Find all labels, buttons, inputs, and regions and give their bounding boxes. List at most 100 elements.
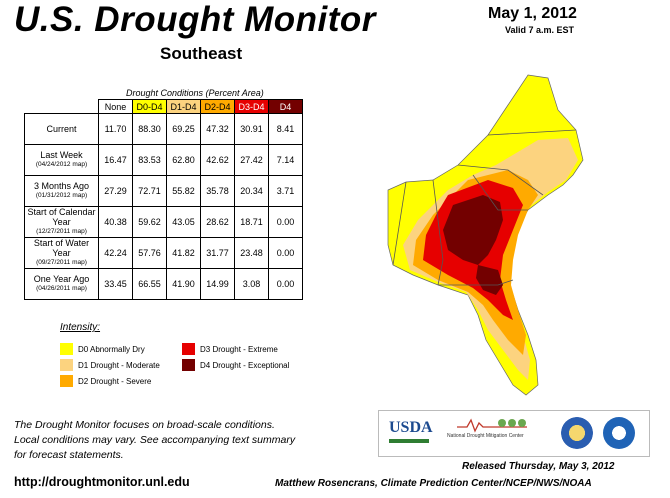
row-label-text: Last Week <box>40 150 83 160</box>
table-cell: 83.53 <box>132 144 167 176</box>
table-cell: 31.77 <box>200 237 235 269</box>
row-label: Start of Water Year (09/27/2011 map) <box>24 237 99 269</box>
row-label: 3 Months Ago (01/31/2012 map) <box>24 175 99 207</box>
state-border-sc-ga <box>472 174 528 211</box>
table-cell: 30.91 <box>234 113 269 145</box>
table-cell: 16.47 <box>98 144 133 176</box>
table-row: 3 Months Ago (01/31/2012 map) 27.29 72.71 55… <box>24 175 303 207</box>
ndmc-logo-icon <box>457 418 527 433</box>
table-cell: 42.62 <box>200 144 235 176</box>
table-cell: 3.71 <box>268 175 303 207</box>
table-cell: 0.00 <box>268 237 303 269</box>
disclaimer-line: for forecast statements. <box>14 449 124 461</box>
legend-item-d3: D3 Drought - Extreme <box>182 343 278 355</box>
table-cell: 57.76 <box>132 237 167 269</box>
map-region-d4-south <box>476 265 503 295</box>
ndmc-logo-tree <box>508 419 516 427</box>
state-border-al-ms <box>392 181 407 266</box>
legend-item-d2: D2 Drought - Severe <box>60 375 151 387</box>
drought-conditions-table: None D0-D4 D1-D4 D2-D4 D3-D4 D4 Current 1… <box>24 99 303 300</box>
noaa-seal-icon <box>603 417 635 449</box>
disclaimer-note: The Drought Monitor focuses on broad-sca… <box>14 418 374 463</box>
table-row: One Year Ago (04/26/2011 map) 33.45 66.55 41… <box>24 268 303 300</box>
row-label-date: (12/27/2011 map) <box>36 228 87 235</box>
legend-item-d0: D0 Abnormally Dry <box>60 343 145 355</box>
table-row: Last Week (04/24/2012 map) 16.47 83.53 62.80… <box>24 144 303 176</box>
state-border-va-nc <box>487 129 577 136</box>
row-label-date: (09/27/2011 map) <box>36 259 87 266</box>
usda-logo: USDA <box>389 419 433 436</box>
table-cell: 40.38 <box>98 206 133 238</box>
row-label: Start of Calendar Year (12/27/2011 map) <box>24 206 99 238</box>
legend-item-d1: D1 Drought - Moderate <box>60 359 160 371</box>
col-header-d4: D4 <box>268 99 303 114</box>
row-label-text: Start of Calendar Year <box>27 207 96 227</box>
valid-time: Valid 7 a.m. EST <box>505 25 575 35</box>
table-cell: 11.70 <box>98 113 133 145</box>
table-cell: 27.29 <box>98 175 133 207</box>
row-label-text: Start of Water Year <box>33 238 90 258</box>
map-date: May 1, 2012 <box>488 5 577 22</box>
legend-title: Intensity: <box>60 322 101 333</box>
table-row: Start of Water Year (09/27/2011 map) 42.24… <box>24 237 303 269</box>
commerce-seal-icon <box>561 417 593 449</box>
disclaimer-line: Local conditions may vary. See accompany… <box>14 434 296 446</box>
disclaimer-line: The Drought Monitor focuses on broad-sca… <box>14 419 275 431</box>
row-label-date: (04/26/2011 map) <box>36 285 87 292</box>
legend-label-d4: D4 Drought - Exceptional <box>200 360 290 370</box>
table-cell: 27.42 <box>234 144 269 176</box>
state-border-al-ga <box>432 179 444 286</box>
legend-item-d4: D4 Drought - Exceptional <box>182 359 289 371</box>
table-cell: 35.78 <box>200 175 235 207</box>
state-border-nc-sc <box>457 164 544 196</box>
row-label-text: Current <box>46 124 77 134</box>
table-cell: 59.62 <box>132 206 167 238</box>
table-cell: 88.30 <box>132 113 167 145</box>
table-cell: 62.80 <box>166 144 201 176</box>
partner-logos: USDA National Drought Mitigation Center <box>378 410 650 457</box>
table-cell: 23.48 <box>234 237 269 269</box>
legend-swatch-d2 <box>60 375 73 387</box>
ndmc-logo-line <box>457 418 527 433</box>
ndmc-logo-tree <box>498 419 506 427</box>
legend-label-d0: D0 Abnormally Dry <box>78 344 145 354</box>
region-name: Southeast <box>160 44 243 63</box>
legend-swatch-d1 <box>60 359 73 371</box>
row-label: One Year Ago (04/26/2011 map) <box>24 268 99 300</box>
col-header-d2-d4: D2-D4 <box>200 99 235 114</box>
table-cell: 69.25 <box>166 113 201 145</box>
website-url[interactable]: http://droughtmonitor.unl.edu <box>14 475 190 489</box>
state-border-ga-fl <box>438 279 514 286</box>
table-cell: 0.00 <box>268 268 303 300</box>
table-cell: 3.08 <box>234 268 269 300</box>
col-header-d1-d4: D1-D4 <box>166 99 201 114</box>
row-label-date: (01/31/2012 map) <box>35 192 88 199</box>
legend-swatch-d3 <box>182 343 195 355</box>
table-cell: 42.24 <box>98 237 133 269</box>
table-corner <box>25 100 99 114</box>
table-cell: 18.71 <box>234 206 269 238</box>
table-cell: 55.82 <box>166 175 201 207</box>
release-date: Released Thursday, May 3, 2012 <box>462 461 615 472</box>
map-region-d4 <box>443 195 503 265</box>
table-cell: 41.82 <box>166 237 201 269</box>
usda-logo-bar <box>389 439 429 443</box>
col-header-d3-d4: D3-D4 <box>234 99 269 114</box>
table-cell: 47.32 <box>200 113 235 145</box>
table-caption: Drought Conditions (Percent Area) <box>126 88 264 98</box>
legend-label-d1: D1 Drought - Moderate <box>78 360 160 370</box>
table-cell: 20.34 <box>234 175 269 207</box>
table-cell: 43.05 <box>166 206 201 238</box>
table-cell: 33.45 <box>98 268 133 300</box>
table-row: Current 11.70 88.30 69.25 47.32 30.91 8.41 <box>24 113 303 145</box>
legend-label-d2: D2 Drought - Severe <box>78 376 152 386</box>
table-cell: 41.90 <box>166 268 201 300</box>
table-cell: 0.00 <box>268 206 303 238</box>
table-cell: 7.14 <box>268 144 303 176</box>
legend-swatch-d0 <box>60 343 73 355</box>
row-label-text: One Year Ago <box>33 274 90 284</box>
row-label: Current <box>24 113 99 145</box>
table-cell: 72.71 <box>132 175 167 207</box>
map-title: U.S. Drought Monitor <box>14 0 376 39</box>
author-credit: Matthew Rosencrans, Climate Prediction C… <box>275 478 592 489</box>
